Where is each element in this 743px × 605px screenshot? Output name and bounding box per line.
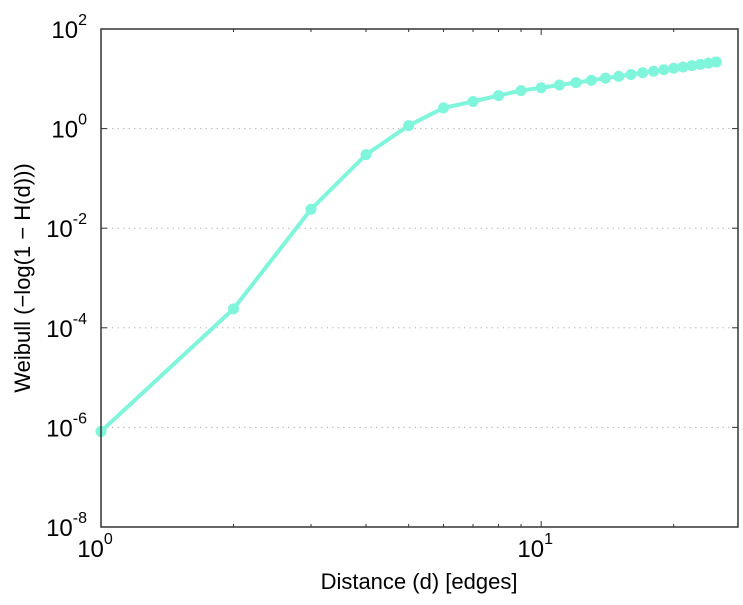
data-point bbox=[360, 149, 372, 161]
y-tick-label: 100 bbox=[51, 112, 87, 144]
x-tick-label: 101 bbox=[517, 531, 553, 563]
data-point bbox=[694, 58, 706, 70]
data-point bbox=[677, 61, 689, 73]
x-tick-label: 100 bbox=[77, 531, 113, 563]
x-axis-label: Distance (d) [edges] bbox=[321, 569, 518, 594]
series-weibull bbox=[95, 56, 722, 437]
data-point bbox=[648, 65, 660, 77]
y-tick-label: 10-2 bbox=[46, 211, 87, 243]
data-point bbox=[467, 96, 479, 108]
series-line bbox=[99, 59, 717, 433]
data-point bbox=[599, 72, 611, 84]
data-point bbox=[625, 68, 637, 80]
data-point bbox=[305, 203, 317, 215]
data-point bbox=[710, 56, 722, 68]
data-point bbox=[535, 82, 547, 94]
y-tick-label: 10-8 bbox=[46, 510, 87, 542]
data-point bbox=[228, 303, 240, 315]
data-point bbox=[438, 102, 450, 114]
data-point bbox=[515, 85, 527, 97]
y-axis-label: Weibull (−log(1 − H(d))) bbox=[10, 163, 35, 392]
data-point bbox=[637, 67, 649, 79]
grid-lines bbox=[101, 128, 738, 428]
data-point bbox=[668, 62, 680, 74]
data-point bbox=[553, 79, 565, 91]
data-point bbox=[585, 74, 597, 86]
y-tick-label: 10-6 bbox=[46, 410, 87, 442]
y-tick-label: 102 bbox=[51, 12, 87, 44]
data-point bbox=[613, 70, 625, 82]
plot-frame bbox=[100, 28, 739, 528]
data-point bbox=[686, 60, 698, 72]
y-tick-label: 10-4 bbox=[46, 311, 87, 343]
data-point bbox=[493, 90, 505, 102]
data-point bbox=[658, 64, 670, 76]
data-point bbox=[570, 77, 582, 89]
data-point bbox=[403, 120, 415, 132]
